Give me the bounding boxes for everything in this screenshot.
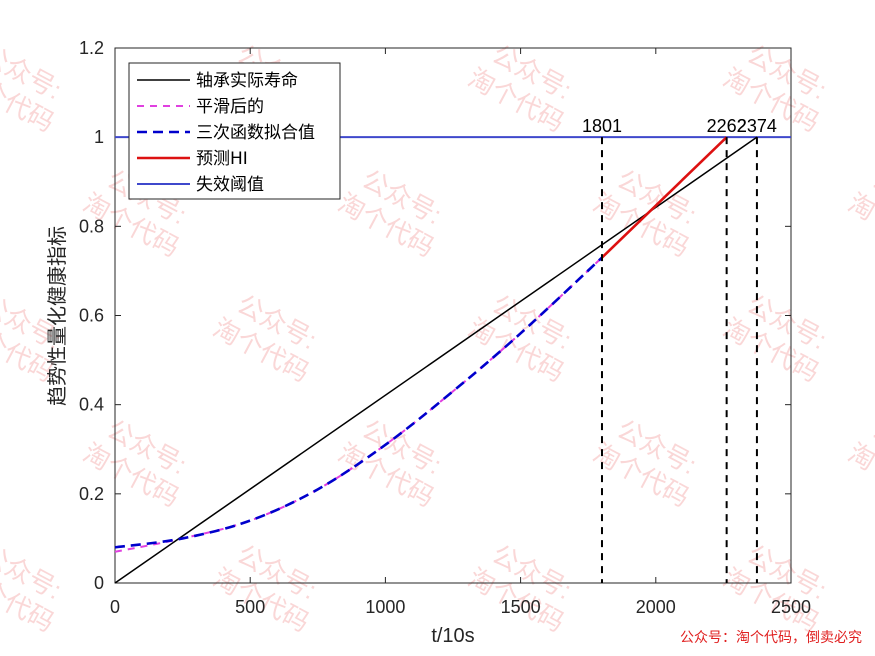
watermark-text: 公众号：淘个代码，倒卖必究: [680, 629, 862, 645]
x-tick-label: 500: [235, 597, 265, 617]
y-tick-label: 0: [94, 573, 104, 593]
watermark-tile: 公众号:淘个代码: [333, 414, 446, 513]
watermark-tile: 公众号:淘个代码: [0, 539, 67, 638]
series-line: [114, 256, 603, 553]
watermark-tile: 公众号:淘个代码: [208, 539, 321, 638]
legend-label: 三次函数拟合值: [196, 123, 315, 143]
watermark-tile: 公众号:淘个代码: [208, 289, 321, 388]
watermark-tile: 公众号:淘个代码: [843, 164, 875, 263]
axis-ticks: 0 500 1000 1500 2000 2500 0 0.2 0.4 0.6 0.8 1 1.2: [79, 38, 811, 617]
x-tick-label: 2500: [771, 597, 811, 617]
series-line: [601, 136, 728, 259]
y-tick-label: 0.4: [79, 395, 104, 415]
y-axis-label: 趋势性量化健康指标: [46, 226, 69, 406]
watermark-tile: 公众号:淘个代码: [588, 414, 701, 513]
watermark-tile: 公众号:淘个代码: [843, 414, 875, 513]
y-tick-label: 1.2: [79, 38, 104, 58]
legend-label: 平滑后的: [196, 97, 264, 117]
watermark-tile: 公众号:淘个代码: [718, 539, 831, 638]
series-line: [114, 256, 603, 549]
legend-label: 失效阈值: [196, 175, 264, 195]
x-tick-label: 1500: [501, 597, 541, 617]
svg-text:淘个代码: 淘个代码: [843, 187, 875, 262]
x-axis-label: t/10s: [431, 625, 474, 647]
x-tick-label: 2000: [636, 597, 676, 617]
watermark-tile: 公众号:淘个代码: [463, 539, 576, 638]
watermark-tile: 公众号:淘个代码: [718, 289, 831, 388]
watermark-tile: 公众号:淘个代码: [463, 39, 576, 138]
annotation-label: 2262: [707, 116, 747, 136]
annotation-label: 2374: [737, 116, 777, 136]
svg-text:淘个代码: 淘个代码: [843, 437, 875, 512]
legend-label: 轴承实际寿命: [196, 71, 298, 91]
watermark-tile: 公众号:淘个代码: [0, 39, 67, 138]
x-tick-label: 1000: [365, 597, 405, 617]
y-tick-label: 1: [94, 127, 104, 147]
x-tick-label: 0: [110, 597, 120, 617]
y-tick-label: 0.2: [79, 484, 104, 504]
annotation-label: 1801: [582, 116, 622, 136]
y-tick-label: 0.6: [79, 306, 104, 326]
watermark-tile: 公众号:淘个代码: [333, 164, 446, 263]
legend-label: 预测HI: [196, 149, 248, 169]
y-tick-label: 0.8: [79, 216, 104, 236]
